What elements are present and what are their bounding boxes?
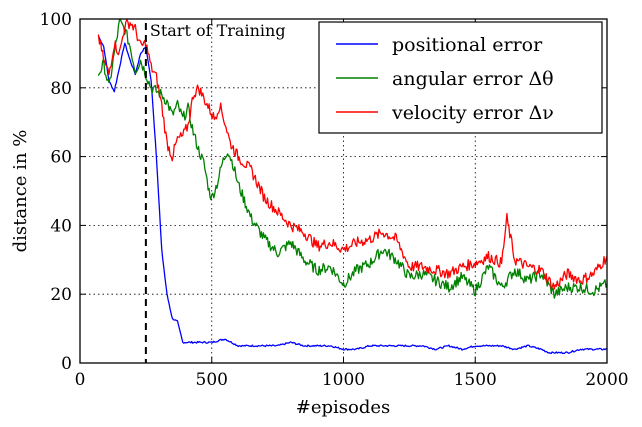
series-group — [97, 19, 607, 355]
legend-label-positional: positional error — [392, 34, 543, 56]
start-of-training-annotation: Start of Training — [150, 21, 286, 40]
legend-label-angular: angular error Δθ — [392, 68, 554, 90]
grid — [80, 19, 607, 363]
x-axis-label: #episodes — [296, 397, 391, 418]
series-line-2 — [97, 19, 607, 299]
y-tick-label: 60 — [50, 148, 72, 168]
y-tick-label: 80 — [50, 79, 72, 99]
y-axis-label: distance in % — [10, 130, 31, 253]
y-tick-label: 0 — [61, 354, 72, 374]
x-tick-label: 2000 — [585, 370, 628, 390]
series-line-3 — [97, 19, 607, 290]
series-line-1 — [97, 35, 607, 355]
legend-label-velocity: velocity error Δν — [391, 102, 554, 124]
x-tick-label: 0 — [75, 370, 86, 390]
legend: positional error angular error Δθ veloci… — [318, 21, 603, 134]
x-tick-label: 1000 — [322, 370, 365, 390]
x-tick-label: 1500 — [454, 370, 497, 390]
y-tick-label: 40 — [50, 216, 72, 236]
ticks: 0 500 1000 1500 2000 0 20 40 60 80 100 — [40, 10, 629, 390]
y-tick-label: 100 — [40, 10, 72, 30]
x-tick-label: 500 — [196, 370, 228, 390]
y-tick-label: 20 — [50, 285, 72, 305]
